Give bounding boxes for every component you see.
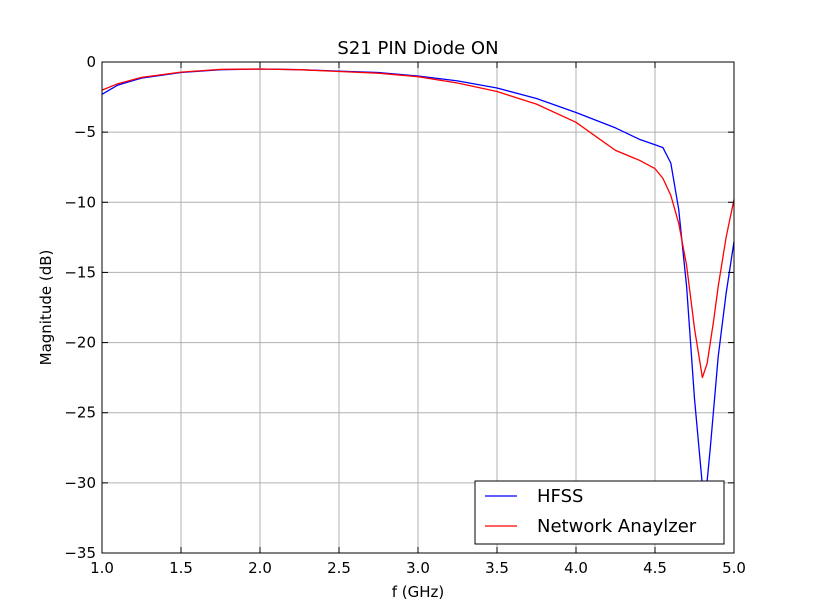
x-tick-label: 2.0 [248, 559, 272, 577]
y-tick-label: 0 [86, 53, 96, 71]
x-tick-label: 4.5 [643, 559, 667, 577]
y-tick-label: −10 [64, 193, 96, 211]
y-tick-label: −15 [64, 263, 96, 281]
legend-box [474, 480, 725, 545]
legend-label: HFSS [537, 486, 583, 507]
legend: HFSS Network Anaylzer [474, 480, 725, 545]
y-tick-label: −30 [64, 474, 96, 492]
x-axis-label: f (GHz) [392, 583, 445, 601]
x-tick-label: 2.5 [327, 559, 351, 577]
x-tick-label: 1.5 [169, 559, 193, 577]
chart-title: S21 PIN Diode ON [337, 38, 498, 59]
x-tick-label: 3.0 [406, 559, 430, 577]
axis-ticks: 1.0 1.5 2.0 2.5 3.0 3.5 4.0 4.5 5.0 0 −5 −10 −15 −20 −… [64, 53, 746, 577]
x-tick-label: 1.0 [90, 559, 114, 577]
y-tick-label: −35 [64, 544, 96, 562]
x-tick-label: 3.5 [485, 559, 509, 577]
y-axis-label: Magnitude (dB) [37, 250, 55, 366]
legend-label: Network Anaylzer [537, 516, 697, 537]
x-tick-label: 5.0 [722, 559, 746, 577]
y-tick-label: −5 [74, 123, 96, 141]
y-tick-label: −25 [64, 404, 96, 422]
series-line-network-anaylzer [101, 68, 735, 379]
x-tick-label: 4.0 [564, 559, 588, 577]
y-tick-label: −20 [64, 334, 96, 352]
